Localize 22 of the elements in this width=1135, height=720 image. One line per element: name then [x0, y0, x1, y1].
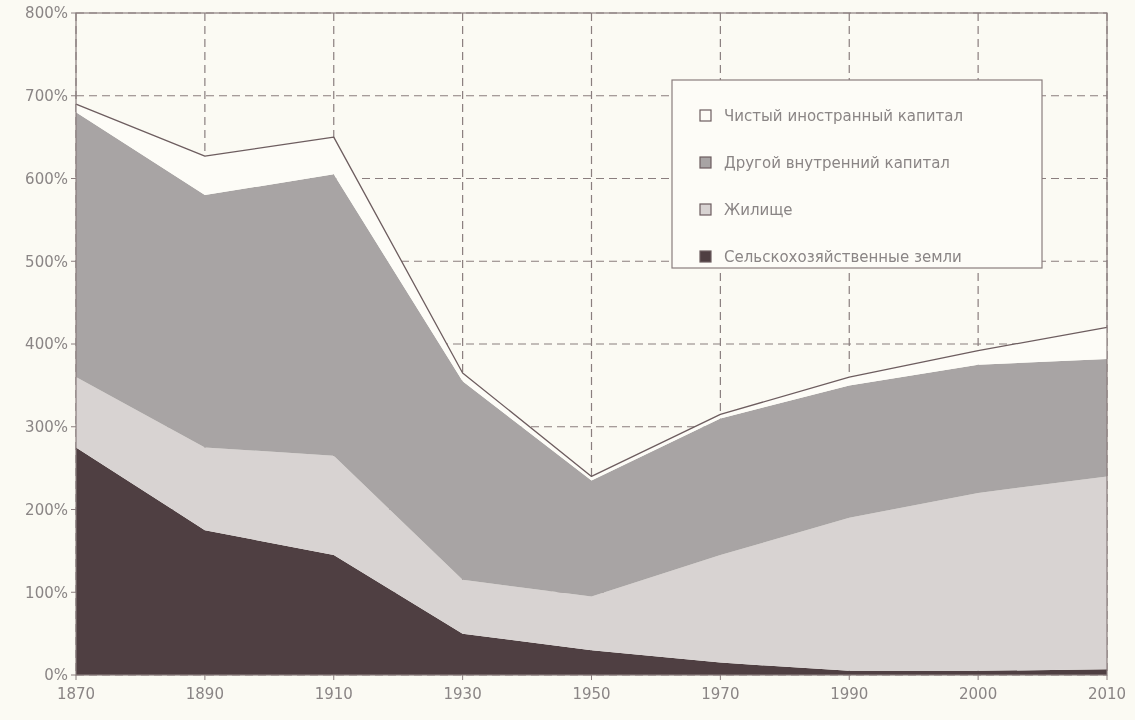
y-tick-label: 400% — [25, 335, 68, 354]
x-tick-label: 1890 — [185, 685, 224, 703]
y-tick-label: 500% — [25, 252, 68, 271]
y-tick-label: 0% — [44, 666, 68, 685]
x-tick-label: 1910 — [314, 685, 353, 703]
x-tick-label: 2000 — [959, 685, 998, 703]
x-tick-label: 1970 — [701, 685, 740, 703]
x-tick-label: 2010 — [1087, 685, 1127, 703]
legend-label: Чистый иностранный капитал — [724, 107, 964, 126]
x-tick-label: 1990 — [830, 685, 869, 703]
legend-label: Сельскохозяйственные земли — [724, 248, 962, 267]
legend-label: Жилище — [724, 201, 793, 220]
x-tick-label: 1870 — [56, 685, 96, 703]
y-tick-label: 600% — [25, 169, 68, 188]
x-tick-label: 1950 — [572, 685, 611, 703]
legend-label: Другой внутренний капитал — [724, 154, 950, 173]
y-tick-label: 700% — [25, 87, 68, 105]
y-tick-label: 100% — [25, 583, 68, 602]
y-tick-label: 200% — [25, 500, 68, 519]
y-tick-label: 300% — [25, 418, 68, 436]
y-tick-label: 800% — [25, 4, 68, 23]
x-tick-label: 1930 — [443, 685, 482, 703]
